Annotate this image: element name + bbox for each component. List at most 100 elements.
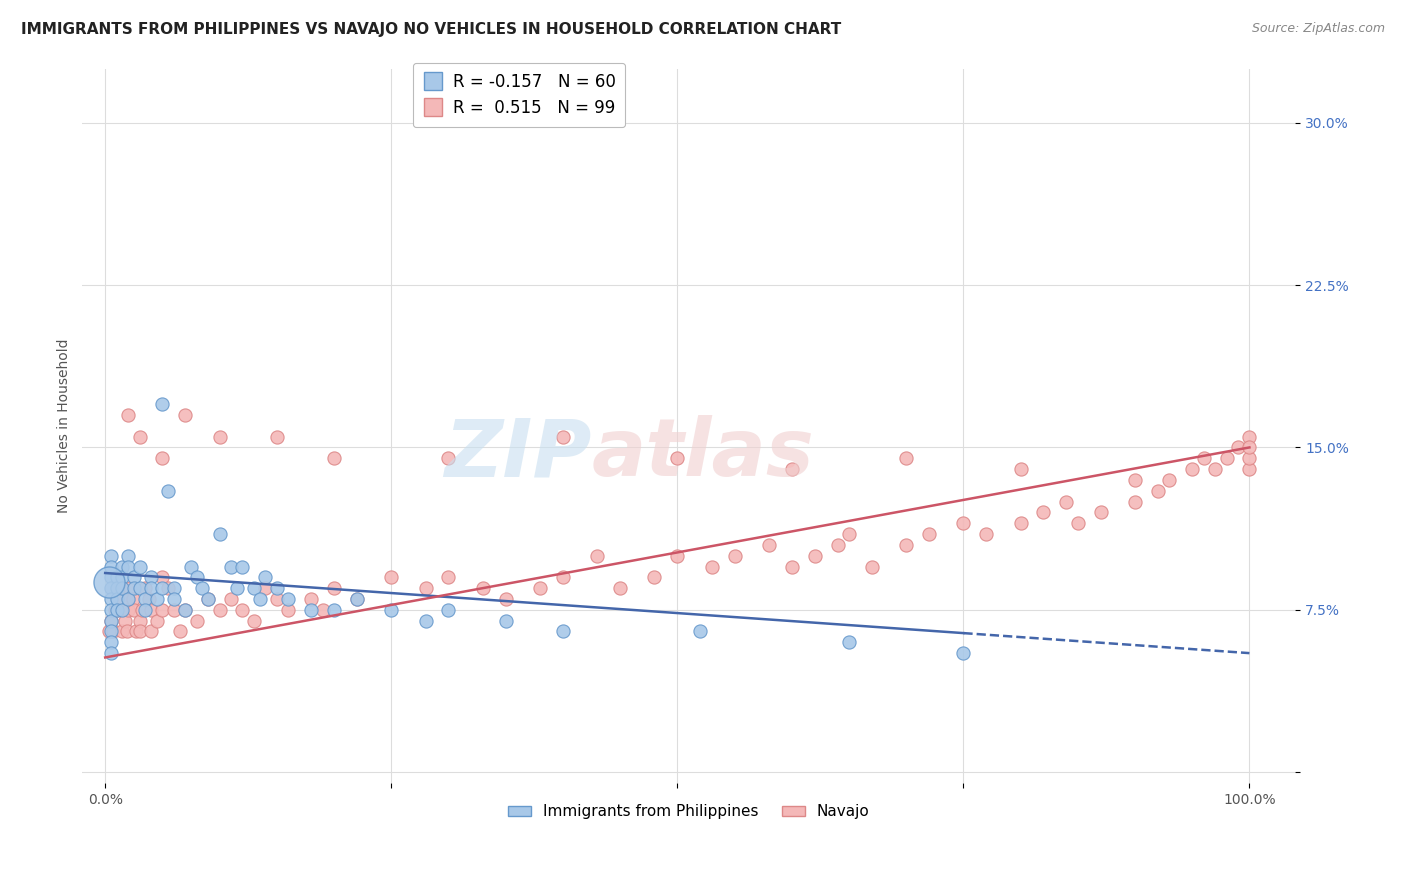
- Point: [254, 581, 277, 595]
- Point: [896, 538, 918, 552]
- Point: [100, 614, 122, 628]
- Point: [243, 614, 266, 628]
- Point: [100, 592, 122, 607]
- Point: [1147, 483, 1170, 498]
- Point: [666, 451, 689, 466]
- Point: [110, 592, 132, 607]
- Point: [139, 624, 162, 639]
- Point: [197, 592, 219, 607]
- Point: [134, 603, 156, 617]
- Point: [100, 549, 122, 563]
- Point: [689, 624, 711, 639]
- Point: [122, 581, 145, 595]
- Point: [97, 574, 120, 589]
- Point: [169, 624, 191, 639]
- Point: [150, 581, 173, 595]
- Point: [97, 624, 120, 639]
- Point: [551, 429, 574, 443]
- Point: [139, 603, 162, 617]
- Point: [100, 570, 122, 584]
- Point: [208, 527, 231, 541]
- Point: [415, 581, 437, 595]
- Point: [1204, 462, 1226, 476]
- Point: [100, 635, 122, 649]
- Text: Source: ZipAtlas.com: Source: ZipAtlas.com: [1251, 22, 1385, 36]
- Point: [346, 592, 368, 607]
- Point: [105, 592, 128, 607]
- Point: [139, 570, 162, 584]
- Point: [323, 451, 346, 466]
- Point: [157, 581, 180, 595]
- Point: [643, 570, 665, 584]
- Point: [249, 592, 271, 607]
- Point: [128, 614, 150, 628]
- Point: [266, 592, 288, 607]
- Point: [1239, 462, 1261, 476]
- Point: [758, 538, 780, 552]
- Point: [1067, 516, 1090, 531]
- Point: [114, 614, 136, 628]
- Point: [138, 592, 160, 607]
- Point: [103, 624, 125, 639]
- Point: [174, 603, 197, 617]
- Point: [1239, 451, 1261, 466]
- Point: [254, 570, 277, 584]
- Point: [266, 581, 288, 595]
- Point: [1032, 505, 1054, 519]
- Point: [197, 592, 219, 607]
- Point: [952, 646, 974, 660]
- Point: [323, 581, 346, 595]
- Point: [145, 614, 167, 628]
- Point: [128, 624, 150, 639]
- Point: [243, 581, 266, 595]
- Point: [100, 646, 122, 660]
- Point: [111, 559, 134, 574]
- Point: [380, 603, 402, 617]
- Point: [1123, 473, 1146, 487]
- Point: [191, 581, 214, 595]
- Point: [437, 451, 460, 466]
- Point: [134, 581, 156, 595]
- Point: [219, 592, 242, 607]
- Point: [838, 527, 860, 541]
- Point: [1010, 516, 1032, 531]
- Point: [586, 549, 609, 563]
- Point: [128, 429, 150, 443]
- Point: [128, 559, 150, 574]
- Point: [117, 603, 139, 617]
- Point: [128, 581, 150, 595]
- Point: [1010, 462, 1032, 476]
- Point: [105, 581, 128, 595]
- Point: [1090, 505, 1112, 519]
- Point: [1192, 451, 1215, 466]
- Point: [121, 592, 143, 607]
- Point: [105, 570, 128, 584]
- Point: [551, 570, 574, 584]
- Point: [115, 624, 138, 639]
- Point: [100, 581, 122, 595]
- Point: [104, 603, 127, 617]
- Point: [117, 592, 139, 607]
- Point: [163, 581, 186, 595]
- Point: [827, 538, 849, 552]
- Point: [277, 592, 299, 607]
- Point: [100, 559, 122, 574]
- Point: [150, 570, 173, 584]
- Point: [1239, 441, 1261, 455]
- Point: [803, 549, 825, 563]
- Point: [120, 581, 142, 595]
- Text: atlas: atlas: [592, 416, 814, 493]
- Point: [1181, 462, 1204, 476]
- Point: [529, 581, 551, 595]
- Point: [186, 570, 208, 584]
- Point: [150, 397, 173, 411]
- Point: [208, 603, 231, 617]
- Point: [415, 614, 437, 628]
- Point: [105, 603, 128, 617]
- Point: [117, 592, 139, 607]
- Point: [231, 603, 253, 617]
- Point: [108, 581, 131, 595]
- Point: [666, 549, 689, 563]
- Point: [174, 408, 197, 422]
- Point: [1054, 494, 1077, 508]
